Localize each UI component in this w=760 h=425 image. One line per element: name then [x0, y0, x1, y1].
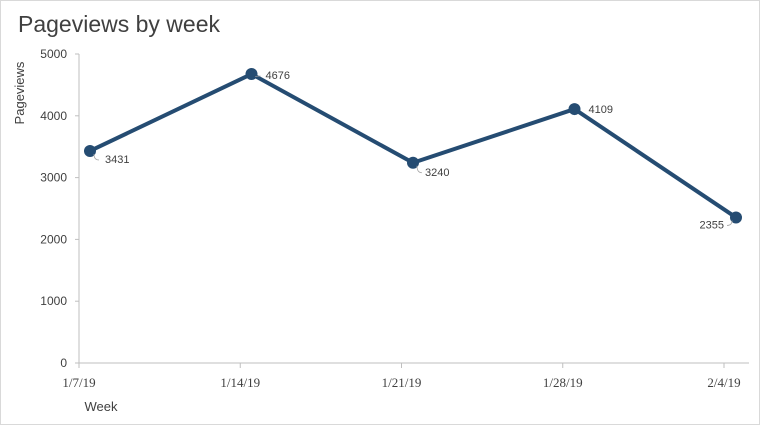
data-label-leader	[255, 75, 261, 78]
x-tick-label: 2/4/19	[707, 375, 740, 390]
data-label: 3240	[425, 167, 449, 179]
data-point[interactable]	[245, 68, 258, 81]
y-axis-label: Pageviews	[12, 61, 27, 124]
x-tick-label: 1/7/19	[62, 375, 95, 390]
y-tick-label: 4000	[40, 109, 67, 123]
data-label-leader	[93, 153, 100, 161]
data-label: 4676	[266, 70, 290, 82]
y-tick-label: 5000	[40, 47, 67, 61]
x-tick-label: 1/14/19	[220, 375, 260, 390]
data-label: 3431	[105, 154, 129, 166]
data-label: 4109	[589, 104, 613, 116]
data-label-leader	[726, 220, 733, 226]
y-tick-label: 2000	[40, 232, 67, 246]
x-tick-label: 1/21/19	[382, 375, 422, 390]
data-point[interactable]	[568, 103, 581, 116]
data-label-leader	[416, 165, 423, 174]
y-tick-label: 1000	[40, 294, 67, 308]
data-point[interactable]	[407, 156, 419, 169]
y-tick-label: 3000	[40, 171, 67, 185]
data-point[interactable]	[730, 211, 742, 224]
data-point[interactable]	[84, 144, 96, 157]
y-tick-label: 0	[60, 356, 67, 370]
series-line	[88, 72, 738, 220]
x-tick-label: 1/28/19	[543, 375, 583, 390]
data-label: 2355	[700, 219, 724, 231]
chart-title: Pageviews by week	[18, 11, 220, 37]
x-axis-label: Week	[85, 399, 118, 414]
